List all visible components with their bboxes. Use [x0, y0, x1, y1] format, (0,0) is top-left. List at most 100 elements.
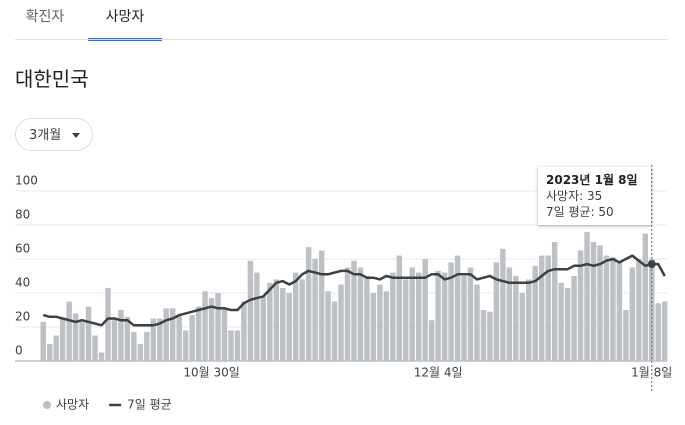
bar [571, 276, 577, 361]
bar [260, 296, 267, 361]
bar [383, 291, 390, 361]
x-tick-label: 12월 4일 [414, 366, 463, 380]
bar [428, 320, 435, 361]
bar [377, 284, 383, 361]
bar [532, 265, 538, 361]
bar [487, 311, 493, 361]
bar [403, 279, 409, 361]
bar [623, 310, 629, 361]
bar [435, 270, 441, 361]
bar [390, 272, 396, 361]
y-tick-label: 20 [15, 310, 30, 324]
period-dropdown[interactable]: 3개월 [15, 118, 93, 151]
average-line [42, 254, 666, 327]
bar [370, 293, 377, 361]
bar [338, 284, 344, 361]
bar [448, 262, 454, 361]
bar [267, 282, 273, 361]
dropdown-label: 3개월 [29, 128, 62, 143]
legend-swatch [43, 401, 51, 409]
x-tick-label: 10월 30일 [183, 366, 239, 380]
bar [72, 313, 79, 361]
bar [597, 245, 603, 361]
bar [46, 344, 53, 361]
bar [584, 231, 590, 361]
bar [513, 276, 519, 361]
bar [661, 301, 668, 361]
bar [92, 335, 98, 361]
bar [409, 267, 415, 361]
bar [157, 318, 163, 361]
bar [163, 308, 169, 361]
bar [467, 267, 474, 361]
bar [118, 310, 124, 361]
bar [616, 260, 623, 361]
bar [66, 301, 72, 361]
bar [454, 255, 461, 361]
bar [519, 293, 526, 361]
bar [545, 255, 551, 361]
bar [461, 276, 467, 361]
bar [98, 352, 105, 361]
bar [280, 287, 286, 361]
y-tick-label: 80 [15, 208, 30, 222]
caret [72, 133, 80, 138]
bar [40, 321, 46, 361]
bar [480, 310, 487, 361]
y-tick-label: 0 [15, 344, 23, 358]
bar [144, 332, 150, 361]
bar [228, 330, 234, 361]
bar [506, 267, 513, 361]
bar [325, 291, 331, 361]
tooltip: 2023년 1월 8일 사망자: 35 7일 평균: 50 [538, 167, 651, 225]
bar [441, 272, 448, 361]
bar [564, 287, 571, 361]
bar [234, 330, 241, 361]
tab[interactable]: 확진자 [25, 9, 65, 25]
bar [131, 332, 137, 361]
bar [124, 316, 131, 361]
bar [642, 233, 649, 361]
x-tick-label: 1월 8일 [631, 366, 672, 380]
bar [105, 287, 111, 361]
bar [215, 293, 221, 361]
bar [241, 301, 247, 361]
bar [189, 315, 195, 361]
bar [526, 279, 532, 361]
bar [292, 272, 299, 361]
bar [344, 267, 351, 361]
bar [273, 279, 280, 361]
bar [558, 282, 564, 361]
bar [500, 248, 506, 361]
region-title: 대한민국 [15, 67, 89, 91]
legend-label: 사망자 [56, 398, 89, 412]
bar [150, 318, 157, 361]
bar [111, 318, 118, 361]
tooltip-title: 2023년 1월 8일 [546, 173, 638, 187]
bar [590, 242, 597, 361]
bar [493, 262, 500, 361]
y-tick-label: 100 [15, 174, 38, 188]
bar [636, 259, 642, 361]
bar [655, 303, 661, 361]
bar [79, 321, 85, 361]
hover-point [647, 260, 656, 269]
bar [85, 306, 92, 361]
bar [169, 308, 176, 361]
bar [208, 298, 215, 361]
tooltip-line: 7일 평균: 50 [546, 205, 614, 219]
legend-label: 7일 평균 [127, 398, 172, 412]
bar [247, 260, 254, 361]
bar [603, 255, 610, 361]
bar [312, 259, 318, 361]
bar [351, 260, 357, 361]
bar [182, 330, 189, 361]
bar [286, 293, 292, 361]
bar [299, 279, 305, 361]
bar [396, 255, 403, 361]
divider [15, 39, 667, 40]
bar [331, 301, 338, 361]
bar [422, 259, 428, 361]
bar [254, 272, 260, 361]
